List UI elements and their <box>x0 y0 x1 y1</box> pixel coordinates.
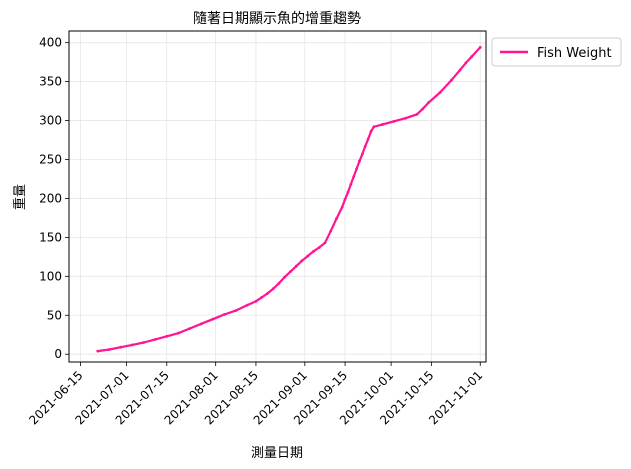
y-axis-ticks: 0 50 100 150 200 250 300 350 400 <box>39 36 69 361</box>
data-point <box>458 68 462 72</box>
data-point <box>107 348 111 351</box>
data-point <box>260 295 264 299</box>
data-point <box>366 137 370 141</box>
data-point <box>421 107 425 111</box>
data-point <box>360 152 364 156</box>
legend: Fish Weight <box>491 37 622 67</box>
data-point <box>119 345 123 349</box>
x-axis-title: 測量日期 <box>251 446 303 461</box>
grid-lines <box>69 31 486 362</box>
data-point <box>153 338 157 341</box>
data-point <box>329 229 333 233</box>
data-point <box>188 327 192 330</box>
data-point <box>355 167 358 171</box>
legend-label: Fish Weight <box>537 46 612 61</box>
data-point <box>96 349 100 353</box>
data-point <box>340 205 344 209</box>
data-point <box>363 144 367 148</box>
y-tick-label: 350 <box>39 75 62 89</box>
data-point <box>349 183 353 186</box>
data-point <box>234 309 238 312</box>
y-tick-label: 50 <box>47 308 62 322</box>
data-point <box>294 264 298 268</box>
data-point <box>245 303 249 307</box>
y-tick-label: 100 <box>39 269 62 283</box>
data-point <box>165 334 169 338</box>
data-point <box>343 197 347 201</box>
data-point <box>254 299 258 303</box>
data-point <box>323 241 327 245</box>
data-point <box>289 270 292 274</box>
plot-area-frame <box>68 30 487 363</box>
data-point <box>271 287 275 291</box>
data-point <box>438 91 442 94</box>
data-point <box>427 101 430 105</box>
data-point <box>300 259 304 263</box>
data-point <box>358 159 361 163</box>
data-point <box>317 246 321 249</box>
legend-box <box>491 37 622 67</box>
y-tick-label: 0 <box>54 347 62 361</box>
y-tick-label: 400 <box>39 36 62 50</box>
data-point <box>415 112 419 116</box>
data-point <box>470 55 474 59</box>
data-point <box>478 45 482 49</box>
data-point <box>283 275 287 279</box>
data-point <box>335 217 338 221</box>
data-point <box>372 125 376 129</box>
data-point <box>381 123 384 126</box>
chart-title: 隨著日期顯示魚的增重趨勢 <box>193 11 361 27</box>
x-axis-ticks: 2021-06-152021-07-012021-07-152021-08-01… <box>26 362 485 427</box>
data-point <box>222 313 226 316</box>
data-point <box>277 281 281 285</box>
data-point <box>346 190 350 194</box>
data-point <box>176 331 180 335</box>
y-tick-label: 200 <box>39 191 62 205</box>
y-tick-label: 250 <box>39 153 62 167</box>
data-point <box>266 292 269 295</box>
y-tick-label: 150 <box>39 230 62 244</box>
data-point <box>352 175 356 179</box>
y-axis-title: 重量 <box>12 184 28 210</box>
series-line <box>97 46 482 353</box>
data-point <box>369 130 373 133</box>
data-point <box>450 78 453 82</box>
data-point <box>312 250 315 253</box>
data-point <box>130 343 134 347</box>
series-layer <box>96 45 482 353</box>
data-point <box>392 119 396 123</box>
data-point <box>404 116 407 120</box>
data-point <box>306 254 310 258</box>
data-point <box>211 317 215 321</box>
data-point <box>199 322 203 326</box>
y-tick-label: 300 <box>39 114 62 128</box>
data-point <box>142 341 146 344</box>
data-point <box>464 61 468 65</box>
